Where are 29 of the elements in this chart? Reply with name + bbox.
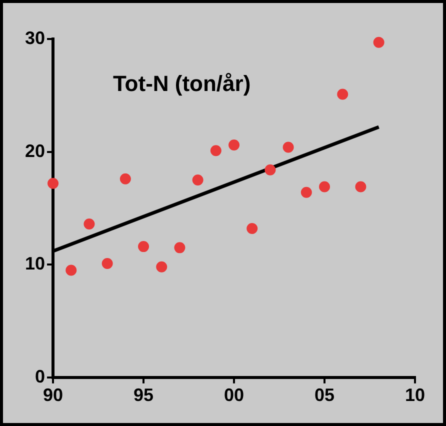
point xyxy=(84,218,95,230)
point xyxy=(48,178,59,189)
point xyxy=(319,181,330,192)
point xyxy=(174,242,186,254)
point xyxy=(355,181,366,192)
x-tick-label: 10 xyxy=(404,385,426,406)
y-tick-label: 30 xyxy=(24,28,46,48)
x-tick-label: 00 xyxy=(224,385,244,406)
point xyxy=(300,186,312,198)
point xyxy=(66,264,77,276)
point xyxy=(102,258,113,269)
point xyxy=(120,173,131,184)
x-tick-label: 95 xyxy=(134,385,154,406)
x-tick-label: 90 xyxy=(43,385,64,406)
y-tick-label: 10 xyxy=(24,254,46,274)
text: Tot-N (ton/år) xyxy=(113,71,251,97)
y-tick-label: 0 xyxy=(35,366,46,386)
point xyxy=(192,174,204,186)
point xyxy=(156,261,168,272)
point xyxy=(228,140,240,151)
point xyxy=(373,36,384,48)
y-tick-label: 20 xyxy=(24,140,46,161)
point xyxy=(246,223,258,234)
point xyxy=(138,241,150,252)
point xyxy=(282,142,294,153)
point xyxy=(210,145,222,156)
point xyxy=(264,164,276,176)
x-tick-label: 05 xyxy=(314,385,335,406)
point xyxy=(337,88,348,100)
